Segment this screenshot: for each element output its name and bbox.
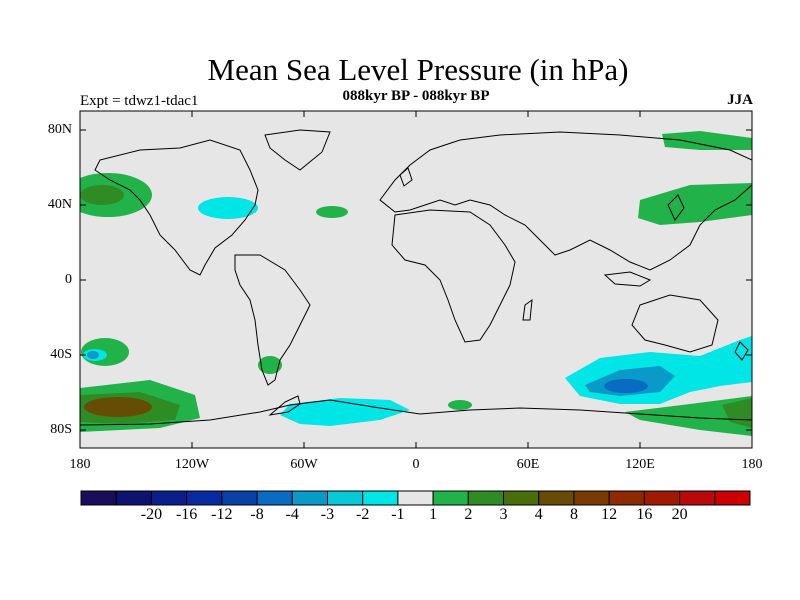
colorbar-label: 16 [636, 506, 653, 523]
colorbar-swatch [362, 490, 399, 506]
colorbar-swatch [679, 490, 716, 506]
colorbar-swatch [714, 490, 751, 506]
y-tick-80n: 80N [47, 122, 72, 137]
colorbar-swatch [326, 490, 364, 506]
x-tick-120e: 120E [625, 457, 655, 472]
coast-indonesia [603, 271, 652, 287]
colorbar-label: -16 [175, 506, 198, 523]
colorbar-swatch [608, 490, 645, 506]
y-tick-40n: 40N [47, 197, 72, 212]
coast-africa [391, 209, 516, 343]
anomaly-shading [80, 129, 752, 436]
season-label: JJA [727, 92, 753, 108]
colorbar-label: 3 [499, 506, 508, 523]
colorbar-swatch [186, 490, 223, 506]
colorbar-label: 12 [601, 506, 618, 523]
anomaly-patagonia [258, 356, 282, 374]
colorbar-swatch [467, 490, 505, 506]
anomaly-south-indian-east-core [722, 398, 752, 428]
x-tick-180w: 180 [69, 457, 91, 472]
colorbar-swatch [256, 490, 293, 506]
anomaly-south-indian-inner [604, 379, 648, 393]
colorbar-swatch [432, 490, 469, 506]
colorbar-swatch [150, 490, 188, 506]
x-tick-120w: 120W [174, 457, 210, 472]
coast-antarctica [80, 399, 752, 426]
anomaly-south-indian-east [625, 396, 752, 436]
coastlines [80, 129, 752, 426]
colorbar-label: 20 [671, 506, 688, 523]
anomaly-east-asia [638, 183, 752, 225]
colorbar-swatch [291, 490, 328, 506]
colorbar-swatch [503, 490, 540, 506]
y-tick-80s: 80S [50, 422, 72, 437]
x-tick-60e: 60E [516, 457, 540, 472]
colorbar-label: -1 [391, 506, 405, 523]
x-tick-180e: 180 [741, 457, 763, 472]
x-tick-0: 0 [412, 457, 420, 472]
map-title: Mean Sea Level Pressure (in hPa) [207, 52, 629, 87]
anomaly-north-pacific-core [80, 185, 124, 205]
colorbar-swatch [538, 490, 575, 506]
colorbar-swatch [80, 490, 117, 506]
anomaly-north-america [198, 197, 258, 219]
coast-antarctic-peninsula [268, 395, 301, 416]
anomaly-south-pacific-core [84, 397, 152, 417]
colorbar-label: -3 [320, 506, 335, 523]
anomaly-south-atlantic [448, 400, 472, 410]
coast-greenland [264, 129, 331, 171]
colorbar-swatch [221, 490, 258, 506]
colorbar-label: -2 [356, 506, 370, 523]
coast-europe-asia [379, 131, 752, 271]
colorbar-swatch [643, 490, 681, 506]
colorbar-label: -12 [211, 506, 233, 523]
y-tick-40s: 40S [50, 347, 72, 362]
colorbar-label: -4 [285, 506, 299, 523]
colorbar [80, 490, 751, 506]
colorbar-label: 2 [464, 506, 473, 523]
colorbar-label: -8 [250, 506, 264, 523]
colorbar-swatch [115, 490, 152, 506]
coast-north-america [94, 139, 259, 276]
anomaly-north-atlantic [316, 206, 348, 218]
coast-australia [631, 294, 719, 353]
coast-south-america [234, 254, 311, 386]
anomaly-weddell [280, 398, 410, 426]
anomaly-arctic [662, 131, 752, 150]
coast-madagascar [522, 298, 533, 321]
y-tick-0: 0 [65, 272, 72, 287]
experiment-label: Expt = tdwz1-tdac1 [80, 93, 199, 109]
colorbar-label: 4 [534, 506, 543, 523]
anomaly-southeast-pacific-core [87, 351, 99, 359]
axis-ticks [80, 111, 752, 448]
colorbar-label: 1 [429, 506, 438, 523]
colorbar-label: -20 [140, 506, 163, 523]
colorbar-label: 8 [569, 506, 578, 523]
x-tick-60w: 60W [290, 457, 318, 472]
coast-uk [399, 167, 413, 187]
coast-new-zealand [734, 341, 749, 361]
coast-japan [667, 194, 685, 221]
colorbar-swatch [573, 490, 610, 506]
colorbar-swatch [397, 490, 434, 506]
map-subtitle: 088kyr BP - 088kyr BP [342, 88, 490, 104]
